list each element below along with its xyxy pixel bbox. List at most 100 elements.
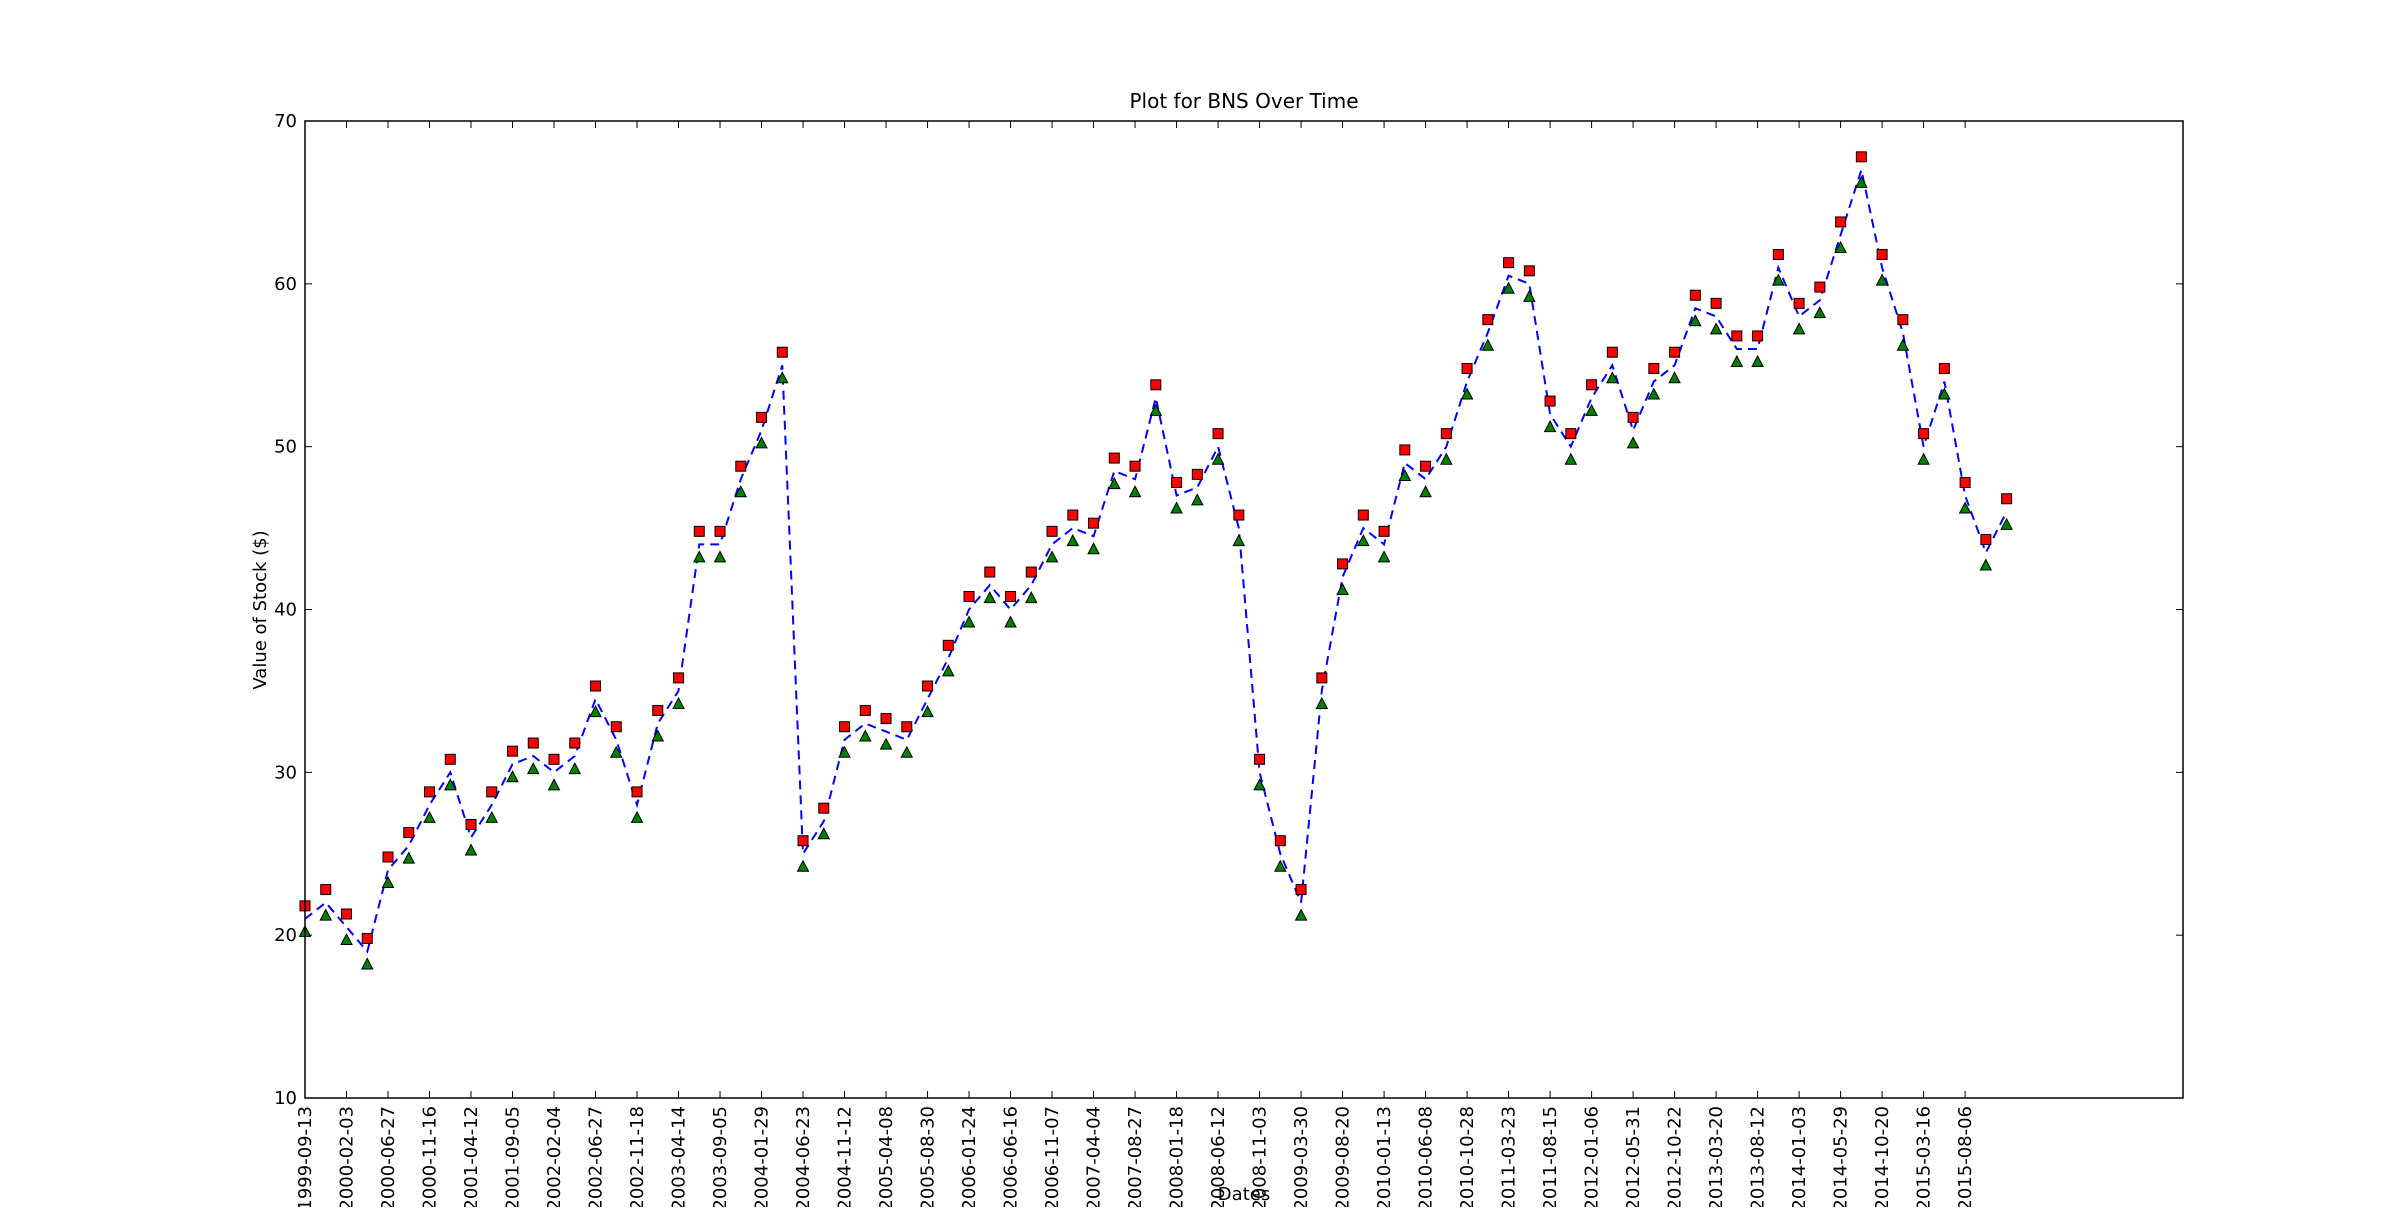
square-marker bbox=[341, 908, 353, 920]
square-marker bbox=[942, 639, 954, 651]
square-marker bbox=[1482, 314, 1494, 326]
triangle-marker bbox=[921, 705, 934, 718]
triangle-marker bbox=[1253, 778, 1266, 791]
plot-frame bbox=[304, 120, 2184, 1099]
square-marker bbox=[839, 721, 851, 733]
square-marker bbox=[1669, 346, 1681, 358]
triangle-marker bbox=[1398, 468, 1412, 481]
x-tick-label: 2000-11-16 bbox=[420, 1106, 441, 1207]
triangle-marker bbox=[1294, 908, 1308, 921]
triangle-marker bbox=[817, 827, 831, 840]
square-marker bbox=[1274, 835, 1286, 847]
square-marker bbox=[631, 786, 643, 798]
triangle-marker bbox=[1128, 485, 1142, 498]
square-marker bbox=[859, 704, 871, 716]
square-marker bbox=[1523, 265, 1535, 277]
square-marker bbox=[1876, 249, 1888, 261]
triangle-marker bbox=[1585, 403, 1598, 416]
x-tick-label: 2012-10-22 bbox=[1665, 1106, 1686, 1207]
x-tick-label: 2007-04-04 bbox=[1084, 1106, 1105, 1207]
x-tick-label: 2003-04-14 bbox=[669, 1106, 690, 1207]
square-marker bbox=[1897, 314, 1909, 326]
square-marker bbox=[1627, 411, 1639, 423]
x-tick-label: 2004-11-12 bbox=[835, 1106, 856, 1207]
triangle-marker bbox=[1523, 289, 1536, 302]
triangle-marker bbox=[838, 745, 851, 758]
triangle-marker bbox=[1855, 175, 1868, 188]
square-marker bbox=[1150, 379, 1162, 391]
triangle-marker bbox=[1979, 558, 1993, 571]
x-tick-label: 2013-08-12 bbox=[1748, 1106, 1769, 1207]
y-tick-label: 60 bbox=[274, 274, 297, 295]
triangle-marker bbox=[1689, 314, 1702, 327]
square-marker bbox=[1295, 884, 1307, 896]
x-tick-label: 2004-06-23 bbox=[793, 1106, 814, 1207]
triangle-marker bbox=[1232, 534, 1246, 547]
square-marker bbox=[1606, 346, 1618, 358]
square-marker bbox=[756, 411, 768, 423]
triangle-marker bbox=[381, 875, 395, 889]
square-marker bbox=[1005, 590, 1017, 602]
square-marker bbox=[403, 827, 415, 839]
triangle-marker bbox=[941, 664, 955, 677]
triangle-marker bbox=[340, 932, 353, 946]
square-marker bbox=[776, 346, 788, 358]
x-tick-label: 2006-01-24 bbox=[959, 1106, 980, 1207]
x-tick-label: 2008-11-03 bbox=[1250, 1106, 1271, 1207]
triangle-marker bbox=[1356, 534, 1370, 547]
x-tick-label: 2000-02-03 bbox=[337, 1106, 358, 1207]
square-marker bbox=[673, 672, 685, 684]
square-marker bbox=[2001, 493, 2013, 505]
triangle-marker bbox=[485, 810, 499, 823]
square-marker bbox=[1959, 476, 1971, 488]
triangle-marker bbox=[1834, 240, 1847, 254]
triangle-marker bbox=[1066, 534, 1080, 547]
triangle-marker bbox=[1772, 273, 1785, 286]
triangle-marker bbox=[1315, 696, 1329, 709]
square-marker bbox=[693, 525, 705, 537]
square-marker bbox=[1648, 363, 1660, 375]
triangle-marker bbox=[547, 778, 561, 791]
x-tick-label: 1999-09-13 bbox=[295, 1106, 316, 1207]
triangle-marker bbox=[734, 485, 748, 498]
square-marker bbox=[984, 566, 996, 578]
triangle-marker bbox=[651, 729, 665, 742]
square-marker bbox=[901, 721, 913, 733]
square-marker bbox=[424, 786, 436, 798]
triangle-marker bbox=[1917, 452, 1930, 465]
triangle-marker bbox=[1273, 859, 1287, 872]
triangle-marker bbox=[1647, 387, 1661, 400]
square-marker bbox=[1357, 509, 1369, 521]
square-marker bbox=[1814, 281, 1826, 293]
square-marker bbox=[922, 680, 934, 692]
x-tick-label: 2013-03-20 bbox=[1706, 1106, 1727, 1207]
square-marker bbox=[1108, 452, 1120, 464]
x-tick-label: 2005-08-30 bbox=[918, 1106, 939, 1207]
y-tick-label: 40 bbox=[274, 600, 297, 621]
square-marker bbox=[1689, 289, 1701, 301]
square-marker bbox=[1938, 363, 1950, 375]
triangle-marker bbox=[630, 810, 644, 823]
x-tick-label: 2002-06-27 bbox=[586, 1106, 607, 1207]
x-tick-label: 2007-08-27 bbox=[1125, 1106, 1146, 1207]
triangle-marker bbox=[1668, 371, 1681, 384]
square-marker bbox=[1980, 533, 1992, 545]
triangle-marker bbox=[713, 550, 727, 563]
triangle-marker bbox=[443, 778, 457, 791]
y-tick-label: 10 bbox=[274, 1088, 297, 1109]
square-marker bbox=[1254, 753, 1266, 765]
x-tick-label: 2012-01-06 bbox=[1582, 1106, 1603, 1207]
triangle-marker bbox=[1502, 281, 1515, 294]
triangle-marker bbox=[1004, 615, 1017, 628]
square-marker bbox=[1025, 566, 1037, 578]
triangle-marker bbox=[796, 859, 810, 872]
square-marker bbox=[963, 590, 975, 602]
square-marker bbox=[880, 713, 892, 725]
square-marker bbox=[1088, 517, 1100, 529]
triangle-marker bbox=[962, 615, 976, 628]
triangle-marker bbox=[983, 591, 997, 604]
square-marker bbox=[1586, 379, 1598, 391]
triangle-marker bbox=[1606, 371, 1619, 384]
triangle-marker bbox=[1045, 550, 1059, 563]
